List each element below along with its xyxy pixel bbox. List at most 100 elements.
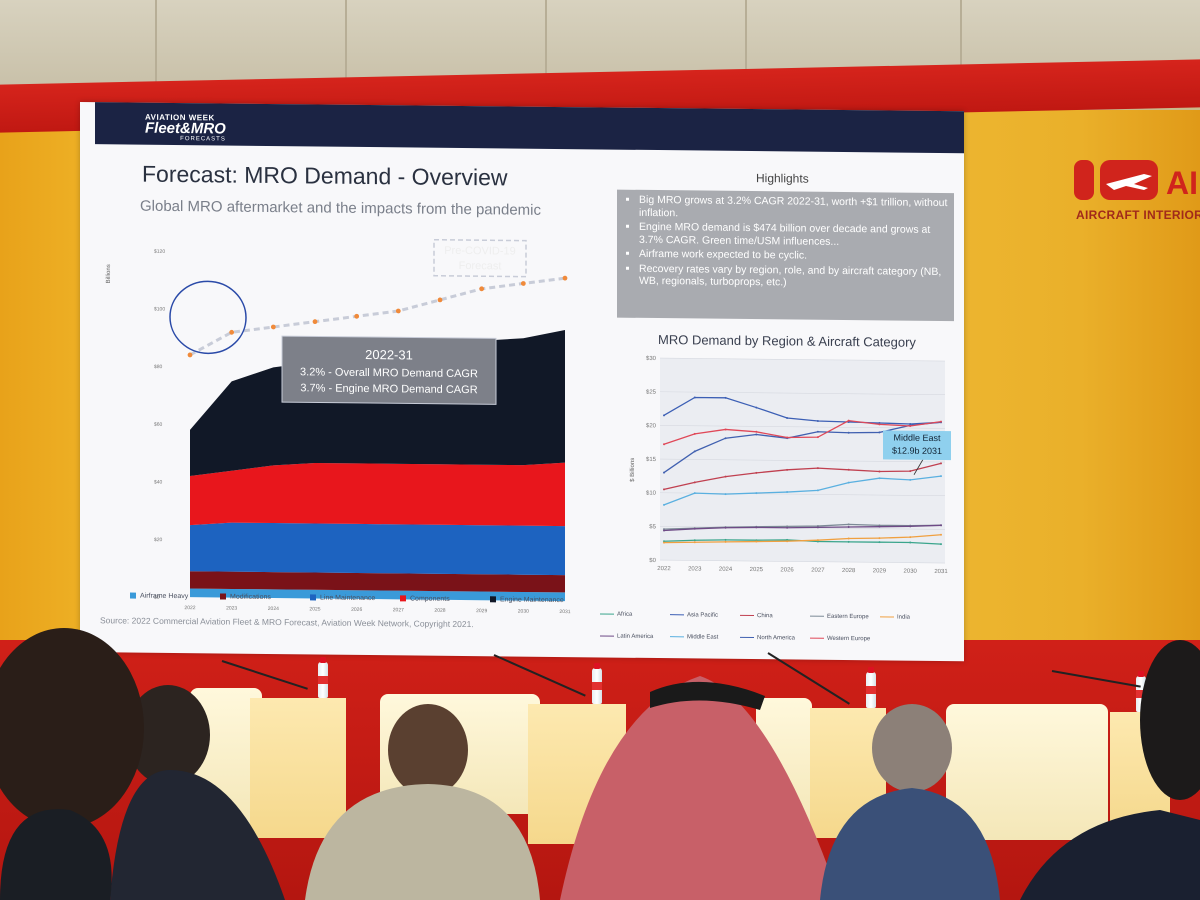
audience-silhouettes bbox=[0, 628, 1200, 900]
highlight-item: Airframe work expected to be cyclic. bbox=[639, 248, 948, 264]
audience-body bbox=[1020, 810, 1200, 900]
grid-line bbox=[660, 458, 945, 463]
point-western-europe bbox=[786, 436, 789, 439]
point-china bbox=[847, 468, 850, 471]
line-latin-america bbox=[663, 524, 942, 532]
point-western-europe bbox=[878, 423, 881, 426]
middle-east-callout: Middle East $12.9b 2031 bbox=[883, 430, 951, 461]
point-india bbox=[693, 541, 696, 544]
point-eastern-europe bbox=[847, 523, 850, 526]
point-china bbox=[693, 481, 696, 484]
point-western-europe bbox=[755, 430, 758, 433]
line-eastern-europe bbox=[663, 523, 942, 530]
point-china bbox=[755, 471, 758, 474]
point-middle-east bbox=[878, 477, 881, 480]
grid-line bbox=[660, 357, 945, 362]
area-y-tick: $120 bbox=[154, 249, 165, 255]
point-asia-pacific bbox=[755, 406, 758, 409]
highlights-box: Big MRO grows at 3.2% CAGR 2022-31, wort… bbox=[617, 189, 954, 322]
point-middle-east bbox=[755, 492, 758, 495]
slide-subtitle: Global MRO aftermarket and the impacts f… bbox=[140, 197, 542, 219]
point-middle-east bbox=[663, 503, 665, 506]
airplane-logo-icon: AI bbox=[1074, 160, 1198, 201]
line-y-axis-label: $ Billions bbox=[630, 458, 636, 482]
forecast-point bbox=[437, 297, 443, 303]
point-latin-america bbox=[878, 525, 881, 528]
forecast-point bbox=[312, 319, 318, 325]
point-latin-america bbox=[693, 527, 696, 530]
line-y-tick: $20 bbox=[646, 423, 657, 429]
line-x-tick: 2024 bbox=[719, 567, 733, 573]
area-y-tick: $60 bbox=[154, 422, 163, 428]
line-x-tick: 2022 bbox=[657, 566, 671, 572]
audience-body bbox=[820, 788, 1000, 900]
point-india bbox=[786, 540, 789, 543]
panel-table bbox=[250, 698, 346, 838]
agal bbox=[650, 681, 765, 710]
region-line-chart: $0 $5 $10 $15 $20 $25 $30 2022 2023 2024 2025 2026… bbox=[630, 356, 948, 575]
slide-title: Forecast: MRO Demand - Overview bbox=[142, 160, 508, 191]
pre-covid-forecast-line bbox=[189, 276, 566, 357]
point-western-europe bbox=[663, 443, 665, 446]
chair bbox=[946, 704, 1108, 840]
forecast-point bbox=[187, 352, 193, 358]
audience-body-foreground bbox=[0, 809, 112, 900]
highlights-title: Highlights bbox=[756, 171, 809, 186]
audience-head bbox=[872, 704, 952, 792]
point-latin-america bbox=[663, 529, 665, 532]
point-india bbox=[878, 537, 881, 540]
forecast-point bbox=[395, 308, 401, 314]
point-asia-pacific bbox=[693, 396, 696, 399]
point-asia-pacific bbox=[786, 416, 789, 419]
area-x-tick: 2030 bbox=[518, 609, 529, 615]
point-china bbox=[816, 467, 819, 470]
water-bottle bbox=[318, 657, 328, 698]
forecast-point bbox=[229, 329, 235, 335]
point-latin-america bbox=[940, 524, 942, 527]
point-india bbox=[724, 540, 727, 543]
projection-screen: AVIATION WEEK Fleet&MRO FORECASTS Foreca… bbox=[80, 102, 964, 662]
point-africa bbox=[940, 543, 942, 546]
forecast-label-line2: Forecast bbox=[459, 260, 502, 272]
highlight-item: Recovery rates vary by region, role, and… bbox=[639, 262, 948, 290]
legend-swatch bbox=[220, 593, 226, 600]
ceiling-seam bbox=[345, 0, 347, 90]
ceiling-seam bbox=[745, 0, 747, 90]
line-y-tick: $10 bbox=[646, 491, 657, 497]
point-china bbox=[909, 470, 912, 473]
area-modifications bbox=[190, 571, 565, 593]
water-bottle bbox=[866, 667, 876, 708]
logo-main-text: Fleet&MRO bbox=[145, 119, 226, 138]
line-x-tick: 2023 bbox=[688, 566, 702, 572]
point-india bbox=[940, 533, 942, 536]
point-china bbox=[878, 470, 881, 473]
point-latin-america bbox=[847, 526, 850, 529]
area-x-ticks: 2022 2023 2024 2025 2026 2027 2028 2029 2030 2031 bbox=[184, 605, 570, 615]
forecast-point bbox=[479, 286, 485, 292]
point-north-america bbox=[724, 437, 727, 440]
area-y-tick: $40 bbox=[154, 479, 163, 485]
mro-area-chart: $0$20$40$60$80$100$120 2022 2023 2024 2025 2… bbox=[106, 238, 571, 615]
area-y-tick: $0 bbox=[154, 595, 160, 601]
forecast-point bbox=[520, 281, 526, 286]
audience-head bbox=[388, 704, 468, 796]
line-x-tick: 2028 bbox=[842, 568, 856, 574]
point-latin-america bbox=[786, 526, 789, 529]
venue-branding: AI AIRCRAFT INTERIORS M bbox=[1070, 150, 1200, 230]
point-middle-east bbox=[816, 489, 819, 492]
grid-line bbox=[660, 559, 945, 564]
area-x-tick: 2022 bbox=[184, 605, 195, 611]
point-china bbox=[786, 468, 789, 471]
highlight-item: Engine MRO demand is $474 billion over d… bbox=[639, 221, 948, 249]
point-africa bbox=[847, 540, 850, 543]
callout-line2: $12.9b 2031 bbox=[891, 445, 943, 457]
area-y-axis-label: Billions bbox=[106, 264, 112, 283]
line-asia-pacific bbox=[663, 396, 942, 425]
fleet-mro-logo: AVIATION WEEK Fleet&MRO FORECASTS bbox=[145, 113, 226, 143]
area-x-tick: 2023 bbox=[226, 606, 237, 612]
point-africa bbox=[693, 539, 696, 542]
point-western-europe bbox=[847, 419, 850, 422]
point-africa bbox=[878, 541, 881, 544]
point-africa bbox=[909, 541, 912, 544]
point-latin-america bbox=[816, 526, 819, 529]
